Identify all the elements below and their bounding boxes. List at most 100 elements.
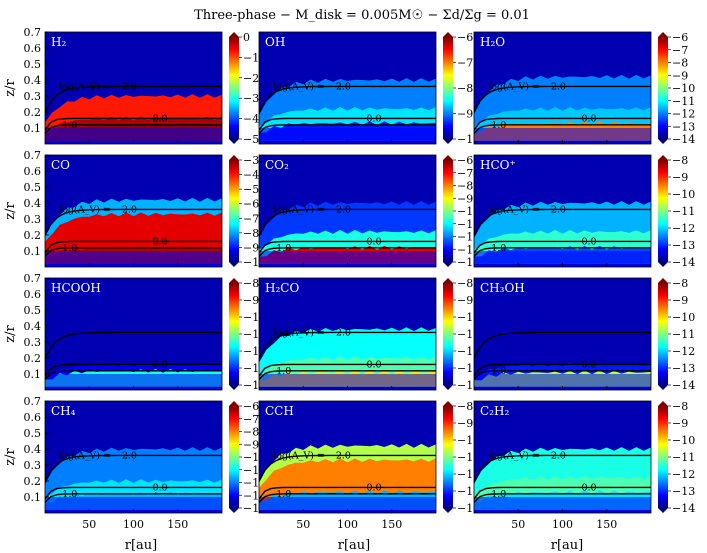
- colorbar-tick-label: −7: [243, 212, 259, 225]
- panel-title: CCH: [265, 404, 294, 418]
- colorbar-tick-label: −12: [672, 345, 695, 358]
- y-tick-label: 0.1: [24, 491, 42, 504]
- contour-line: [259, 240, 436, 254]
- x-tick-label: 100: [337, 518, 358, 531]
- colorbar-extend-top: [658, 278, 668, 283]
- colorbar-tick-label: −7: [457, 167, 473, 180]
- colorbar-tick-label: −12: [672, 222, 695, 235]
- y-axis-label: z/r: [3, 324, 18, 342]
- colorbar: [443, 37, 453, 139]
- contour-label: 0.0: [581, 236, 596, 247]
- colorbar-tick-label: −8: [243, 277, 259, 290]
- contour-label: 0.0: [366, 113, 381, 124]
- contour-label: 1.0: [491, 243, 506, 254]
- x-tick-label: 150: [167, 518, 188, 531]
- colorbar-tick-label: −10: [672, 188, 695, 201]
- colorbar-tick-label: −9: [243, 241, 259, 254]
- contour-label: 1.0: [62, 120, 77, 131]
- heatmap: log(A_V) = −2.0 0.0 1.0: [259, 201, 436, 267]
- contour-line: [259, 208, 436, 236]
- colorbar-extend-top: [229, 32, 239, 37]
- colorbar-tick-label: −9: [672, 294, 688, 307]
- colorbar-extend-top: [229, 401, 239, 406]
- colorbar-tick-label: −10: [672, 82, 695, 95]
- colorbar-extend-top: [443, 155, 453, 160]
- heatmap: log(A_V) = −2.0 0.0 1.0: [259, 443, 436, 513]
- panel-title: C₂H₂: [480, 404, 509, 418]
- contour-label: log(A_V) = −2.0: [488, 450, 566, 461]
- panel-title: CO: [51, 158, 70, 172]
- colorbar-tick-label: −9: [457, 108, 473, 121]
- colorbar-tick-label: −2: [243, 72, 259, 85]
- colorbar-tick-label: −6: [243, 400, 259, 413]
- contour-label: 0.0: [366, 482, 381, 493]
- colorbar-extend-bottom: [443, 262, 453, 267]
- colorbar-tick-label: −14: [672, 502, 695, 515]
- colorbar-tick-label: −8: [672, 154, 688, 167]
- contour-line: [45, 124, 222, 134]
- colorbar-tick-label: −8: [243, 426, 259, 439]
- x-tick-label: 50: [511, 518, 525, 531]
- colorbar-tick-label: −6: [672, 31, 688, 44]
- contour-label: 0.0: [152, 113, 167, 124]
- contour-line: [259, 486, 436, 500]
- contour-line: [45, 85, 222, 113]
- colorbar-extend-top: [658, 155, 668, 160]
- y-tick-label: 0.1: [24, 122, 42, 135]
- y-axis-label: z/r: [3, 447, 18, 465]
- x-axis-label-col1: r[au]: [125, 538, 157, 553]
- colorbar-tick-label: −8: [457, 277, 473, 290]
- x-tick-label: 150: [596, 518, 617, 531]
- contour-line: [474, 124, 651, 134]
- colorbar-tick-label: −9: [672, 417, 688, 430]
- y-tick-label: 0.7: [24, 272, 42, 285]
- colorbar-extend-top: [229, 155, 239, 160]
- contour-line: [45, 486, 222, 500]
- colorbar-tick-label: −11: [672, 95, 695, 108]
- colorbar-tick-label: −7: [457, 57, 473, 70]
- x-axis-label-col3: r[au]: [551, 538, 583, 553]
- panel-hcooh: 0.0HCOOH0.10.20.30.40.50.60.7z/r−8−9−10−…: [3, 272, 266, 392]
- y-tick-label: 0.5: [24, 181, 42, 194]
- y-tick-label: 0.3: [24, 90, 42, 103]
- colorbar: [658, 406, 668, 508]
- colorbar-tick-label: −5: [243, 183, 259, 196]
- contour-label: 1.0: [491, 120, 506, 131]
- x-tick-label: 100: [552, 518, 573, 531]
- contour-line: [474, 370, 651, 380]
- y-tick-label: 0.3: [24, 459, 42, 472]
- colorbar-tick-label: −8: [457, 180, 473, 193]
- x-axis-label-col2: r[au]: [338, 538, 370, 553]
- contour-label: 1.0: [491, 366, 506, 377]
- contour-line: [45, 363, 222, 377]
- y-tick-label: 0.3: [24, 213, 42, 226]
- contour-label: log(A_V) = −2.0: [273, 204, 351, 215]
- contour-line: [45, 331, 222, 359]
- y-tick-label: 0.7: [24, 395, 42, 408]
- colorbar-tick-label: −4: [243, 169, 259, 182]
- contour-label: 1.0: [62, 243, 77, 254]
- colorbar-tick-label: 0: [243, 31, 250, 44]
- y-tick-label: 0.4: [24, 320, 42, 333]
- heatmap: log(A_V) = −2.0 0.0 1.0: [259, 327, 436, 390]
- heatmap: log(A_V) = −2.0 0.0 1.0: [45, 197, 222, 267]
- contour-label: 0.0: [581, 113, 596, 124]
- panel-title: H₂: [51, 35, 66, 49]
- y-tick-label: 0.6: [24, 165, 42, 178]
- y-tick-label: 0.6: [24, 411, 42, 424]
- heatmap: log(A_V) = −2.0 0.0 1.0: [474, 447, 651, 513]
- contour-line: [259, 124, 436, 134]
- contour-line: [259, 370, 436, 380]
- contour-line: [474, 85, 651, 113]
- panel-c2h2: log(A_V) = −2.0 0.0 1.0 C₂H₂ 50 100 150 −8 −9 −10…: [473, 400, 695, 531]
- x-tick-label: 100: [123, 518, 144, 531]
- contour-line: [45, 208, 222, 236]
- colorbar-extend-bottom: [658, 139, 668, 144]
- colorbar-tick-label: −6: [457, 154, 473, 167]
- colorbar-tick-label: −14: [672, 256, 695, 269]
- colorbar-tick-label: −3: [243, 154, 259, 167]
- panel-title: CO₂: [265, 158, 289, 172]
- panel-co: log(A_V) = −2.0 0.0 1.0 CO 0.1 0.2 0.3 0.4 0.5 0.…: [3, 149, 266, 269]
- colorbar-tick-label: −12: [672, 468, 695, 481]
